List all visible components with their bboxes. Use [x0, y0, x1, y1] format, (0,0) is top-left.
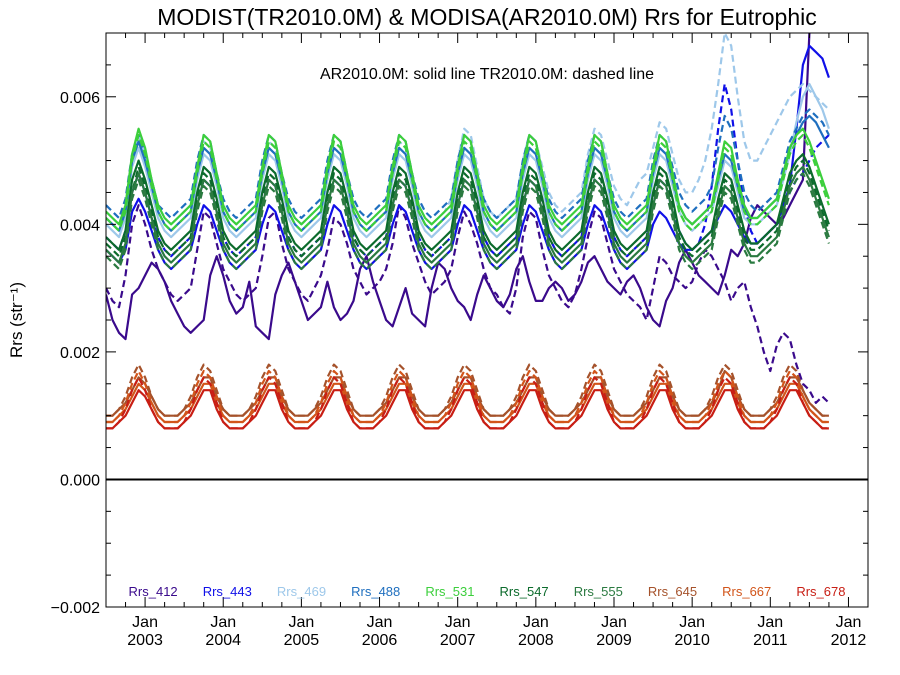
legend-item-rrs-645: Rrs_645	[648, 584, 697, 599]
series-line-rrs-547-tr	[106, 159, 830, 258]
y-tick-label: −0.002	[51, 600, 100, 617]
series-line-rrs-469-tr	[106, 33, 830, 226]
legend-item-rrs-531: Rrs_531	[425, 584, 474, 599]
x-tick-year-label: 2004	[205, 632, 241, 649]
x-tick-year-label: 2007	[440, 632, 476, 649]
x-tick-month-label: Jan	[445, 614, 471, 631]
y-tick-label: 0.000	[60, 472, 100, 489]
series-line-rrs-555-ar	[106, 165, 830, 264]
legend-item-rrs-412: Rrs_412	[129, 584, 178, 599]
series-line-rrs-555-tr	[106, 172, 830, 271]
series-line-rrs-531-ar	[106, 127, 830, 226]
x-tick-year-label: 2012	[831, 632, 867, 649]
y-tick-label: 0.002	[60, 345, 100, 362]
x-tick-month-label: Jan	[210, 614, 236, 631]
x-tick-month-label: Jan	[523, 614, 549, 631]
series-line-rrs-469-ar	[106, 82, 830, 239]
line-style-annotation: AR2010.0M: solid line TR2010.0M: dashed …	[320, 66, 654, 83]
axes-layer: 0.0060.0040.0020.000−0.002Jan2003Jan2004…	[51, 32, 869, 649]
legend-item-rrs-488: Rrs_488	[351, 584, 400, 599]
x-tick-year-label: 2011	[753, 632, 788, 649]
series-line-rrs-412-tr	[106, 204, 830, 404]
series-line-rrs-667-tr	[106, 369, 829, 424]
series-line-rrs-645-tr	[106, 363, 829, 417]
legend-item-rrs-547: Rrs_547	[500, 584, 549, 599]
chart-title: MODIST(TR2010.0M) & MODISA(AR2010.0M) Rr…	[157, 4, 817, 30]
x-tick-year-label: 2010	[674, 632, 710, 649]
legend-item-rrs-667: Rrs_667	[722, 584, 771, 599]
x-tick-month-label: Jan	[679, 614, 705, 631]
x-tick-month-label: Jan	[601, 614, 627, 631]
x-tick-month-label: Jan	[757, 614, 783, 631]
legend-item-rrs-555: Rrs_555	[574, 584, 623, 599]
x-tick-month-label: Jan	[367, 614, 393, 631]
series-line-rrs-531-tr	[106, 133, 830, 232]
x-tick-year-label: 2003	[127, 632, 163, 649]
x-tick-year-label: 2009	[596, 632, 632, 649]
series-line-rrs-412-ar	[106, 33, 829, 341]
y-tick-label: 0.006	[60, 90, 100, 107]
legend: Rrs_412 Rrs_443 Rrs_469 Rrs_488 Rrs_531 Rrs_5…	[129, 584, 846, 599]
x-tick-year-label: 2006	[362, 632, 398, 649]
series-line-rrs-678-tr	[106, 376, 829, 430]
legend-item-rrs-678: Rrs_678	[796, 584, 845, 599]
series-line-rrs-547-ar	[106, 153, 830, 251]
series-layer	[106, 33, 830, 430]
x-tick-month-label: Jan	[132, 614, 158, 631]
legend-item-rrs-443: Rrs_443	[203, 584, 252, 599]
plot-frame	[105, 32, 869, 608]
x-tick-month-label: Jan	[288, 614, 314, 631]
x-tick-month-label: Jan	[836, 614, 862, 631]
x-tick-year-label: 2008	[518, 632, 554, 649]
legend-item-rrs-469: Rrs_469	[277, 584, 326, 599]
x-tick-year-label: 2005	[284, 632, 320, 649]
y-axis-label: Rrs (str⁻¹)	[7, 282, 26, 358]
y-tick-label: 0.004	[60, 217, 100, 234]
